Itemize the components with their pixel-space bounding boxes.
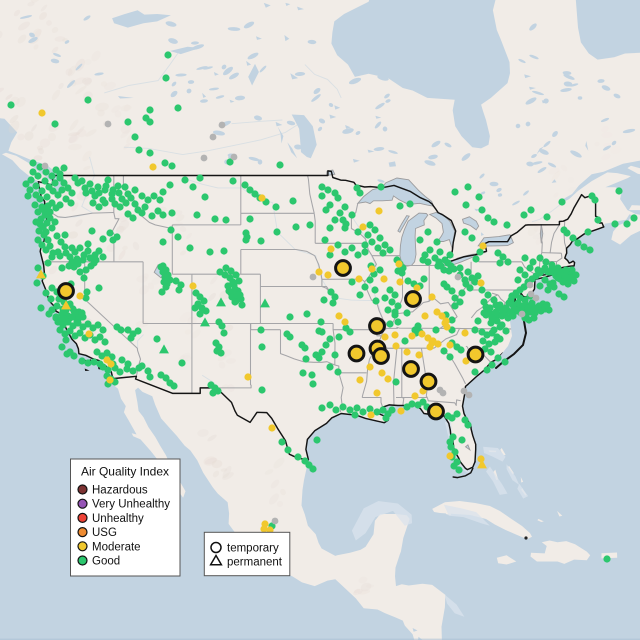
svg-text:temporary: temporary: [227, 543, 279, 555]
svg-text:permanent: permanent: [227, 557, 283, 569]
svg-text:Hazardous: Hazardous: [92, 485, 148, 497]
svg-text:Air Quality Index: Air Quality Index: [81, 465, 169, 479]
svg-text:Unhealthy: Unhealthy: [92, 513, 144, 525]
svg-text:Moderate: Moderate: [92, 541, 141, 553]
svg-text:Good: Good: [92, 556, 120, 568]
svg-text:USG: USG: [92, 527, 117, 539]
svg-text:Very Unhealthy: Very Unhealthy: [92, 499, 170, 511]
